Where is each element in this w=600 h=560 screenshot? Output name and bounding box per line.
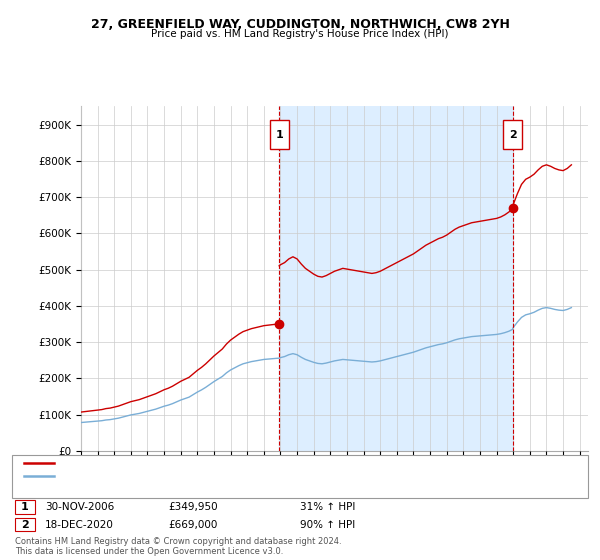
Text: Contains HM Land Registry data © Crown copyright and database right 2024.: Contains HM Land Registry data © Crown c… <box>15 537 341 546</box>
Text: 30-NOV-2006: 30-NOV-2006 <box>45 502 114 512</box>
Text: 27, GREENFIELD WAY, CUDDINGTON, NORTHWICH, CW8 2YH (detached house): 27, GREENFIELD WAY, CUDDINGTON, NORTHWIC… <box>60 458 446 468</box>
FancyBboxPatch shape <box>503 120 522 150</box>
Text: 31% ↑ HPI: 31% ↑ HPI <box>300 502 355 512</box>
FancyBboxPatch shape <box>269 120 289 150</box>
Text: HPI: Average price, detached house, Cheshire West and Chester: HPI: Average price, detached house, Ches… <box>60 471 373 481</box>
Text: 2: 2 <box>509 130 517 140</box>
Text: This data is licensed under the Open Government Licence v3.0.: This data is licensed under the Open Gov… <box>15 547 283 556</box>
Text: Price paid vs. HM Land Registry's House Price Index (HPI): Price paid vs. HM Land Registry's House … <box>151 29 449 39</box>
Text: 1: 1 <box>275 130 283 140</box>
Bar <box>279 106 512 451</box>
Text: 2: 2 <box>21 520 29 530</box>
Text: 18-DEC-2020: 18-DEC-2020 <box>45 520 114 530</box>
Text: £349,950: £349,950 <box>168 502 218 512</box>
Text: 90% ↑ HPI: 90% ↑ HPI <box>300 520 355 530</box>
Text: 1: 1 <box>21 502 29 512</box>
Text: 27, GREENFIELD WAY, CUDDINGTON, NORTHWICH, CW8 2YH: 27, GREENFIELD WAY, CUDDINGTON, NORTHWIC… <box>91 18 509 31</box>
Text: £669,000: £669,000 <box>168 520 217 530</box>
